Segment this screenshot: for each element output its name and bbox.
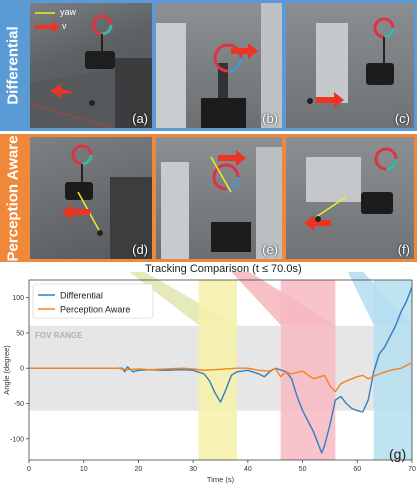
panel-label-e: (e): [262, 242, 278, 257]
photo-panel-b: (b): [156, 3, 282, 128]
y-tick-label: 100: [12, 295, 24, 302]
panel-label-d: (d): [132, 242, 148, 257]
x-tick-label: 60: [353, 466, 361, 473]
photo-panel-a: yaw v (a): [30, 3, 152, 128]
photo-panel-e: (e): [156, 137, 282, 259]
x-tick-label: 0: [27, 466, 31, 473]
x-tick-label: 20: [135, 466, 143, 473]
series-line-perception-aware: [29, 361, 413, 393]
x-tick-label: 10: [80, 466, 88, 473]
x-tick-label: 30: [189, 466, 197, 473]
row-label-perception-aware: Perception Aware: [0, 134, 26, 262]
legend-entry: Differential: [60, 291, 103, 301]
y-axis-label: Angle (degree): [2, 345, 11, 395]
row-label-differential: Differential: [0, 0, 26, 131]
y-tick-label: 50: [16, 330, 24, 337]
y-tick-label: -100: [10, 436, 24, 443]
panel-label-a: (a): [132, 111, 148, 126]
plot-frame: [28, 279, 413, 461]
x-tick-label: 70: [408, 466, 416, 473]
legend-entry: Perception Aware: [60, 305, 130, 315]
fov-label: FOV RANGE: [35, 331, 83, 340]
x-tick-label: 40: [244, 466, 252, 473]
photo-panel-f: (f): [286, 137, 414, 259]
x-axis-label: Time (s): [207, 475, 235, 484]
photo-panel-d: (d): [30, 137, 152, 259]
yaw-label: yaw: [60, 7, 77, 17]
panel-label-c: (c): [394, 111, 410, 126]
v-label: v: [62, 21, 67, 31]
panel-label-b: (b): [262, 111, 278, 126]
highlight-band-2: [280, 280, 336, 460]
photo-panel-c: (c): [286, 3, 414, 128]
y-tick-label: -50: [14, 401, 24, 408]
panel-label-f: (f): [397, 242, 410, 257]
plot-title: Tracking Comparison (t ≤ 70.0s): [145, 263, 302, 275]
angle-chart: FOV RANGE 0 10 20 30 40 50 60 70 -100 -50 0 50 100 Tim…: [2, 272, 416, 484]
plot-label: (g): [389, 446, 407, 462]
legend-box: [32, 283, 154, 319]
series-line-differential: [29, 286, 413, 454]
x-tick-label: 50: [299, 466, 307, 473]
y-tick-label: 0: [20, 366, 24, 373]
